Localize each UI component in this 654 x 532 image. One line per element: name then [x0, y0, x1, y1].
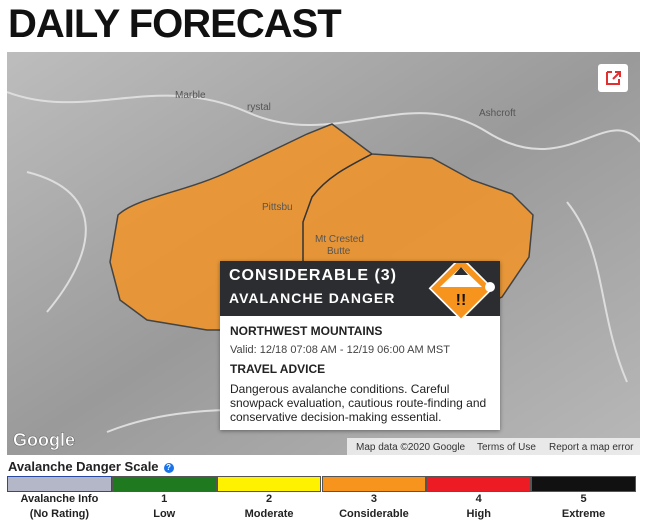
scale-title: Avalanche Danger Scale? [8, 459, 174, 474]
zone-name: NORTHWEST MOUNTAINS [230, 324, 383, 338]
scale-segment [111, 476, 217, 492]
scale-label: Moderate [244, 508, 294, 520]
scale-number: 2 [266, 493, 273, 505]
scale-label: 5 Extreme [531, 492, 636, 522]
scale-label: High [466, 508, 491, 520]
open-icon [606, 71, 621, 85]
advice-title: TRAVEL ADVICE [230, 362, 326, 376]
place-label: Butte [327, 246, 351, 257]
scale-number: 4 [475, 493, 482, 505]
terms-link[interactable]: Terms of Use [477, 442, 536, 453]
scale-label: 3 Considerable [322, 492, 427, 522]
svg-text:!!: !! [456, 292, 467, 309]
place-label: Pittsbu [262, 202, 293, 213]
scale-label: (No Rating) [29, 508, 90, 520]
scale-title-text: Avalanche Danger Scale [8, 459, 159, 474]
help-icon[interactable]: ? [163, 463, 174, 473]
scale-segment [426, 476, 532, 492]
attribution-bar [347, 438, 640, 455]
scale-segment [216, 476, 322, 492]
valid-period: Valid: 12/18 07:08 AM - 12/19 06:00 AM M… [230, 344, 450, 356]
scale-label: Considerable [339, 508, 409, 520]
place-label: rystal [247, 102, 271, 113]
scale-segment [321, 476, 427, 492]
scale-number: Avalanche Info [20, 493, 99, 505]
place-label: Ashcroft [479, 108, 516, 119]
scale-label: 1 Low [112, 492, 217, 522]
danger-subtitle: AVALANCHE DANGER [229, 290, 396, 306]
ridges [7, 91, 640, 433]
advice-text: Dangerous avalanche conditions. Careful … [230, 382, 487, 424]
danger-level: CONSIDERABLE (3) [229, 267, 398, 284]
page-title: DAILY FORECAST [8, 2, 342, 46]
scale-number: 5 [580, 493, 587, 505]
place-label: Mt Crested [315, 234, 364, 245]
scale-label: Avalanche Info (No Rating) [7, 492, 112, 522]
scale-label: Extreme [561, 508, 606, 520]
attribution: Map data ©2020 Google [356, 442, 466, 453]
scale-label: 2 Moderate [217, 492, 322, 522]
scale-label: Low [153, 508, 176, 520]
scale-label: 4 High [426, 492, 531, 522]
place-label: Marble [175, 90, 206, 101]
scale-segment [531, 476, 636, 492]
popup: CONSIDERABLE (3) AVALANCHE DANGER !! NOR… [220, 261, 500, 430]
danger-icon: !! [428, 263, 495, 321]
report-link[interactable]: Report a map error [549, 442, 634, 453]
google-logo: Google [13, 430, 75, 450]
scale-number: 3 [370, 493, 377, 505]
popup-header: CONSIDERABLE (3) AVALANCHE DANGER !! [220, 261, 500, 321]
scale-segment [7, 476, 112, 492]
zone-boundary [302, 153, 373, 267]
scale-number: 1 [161, 493, 168, 505]
